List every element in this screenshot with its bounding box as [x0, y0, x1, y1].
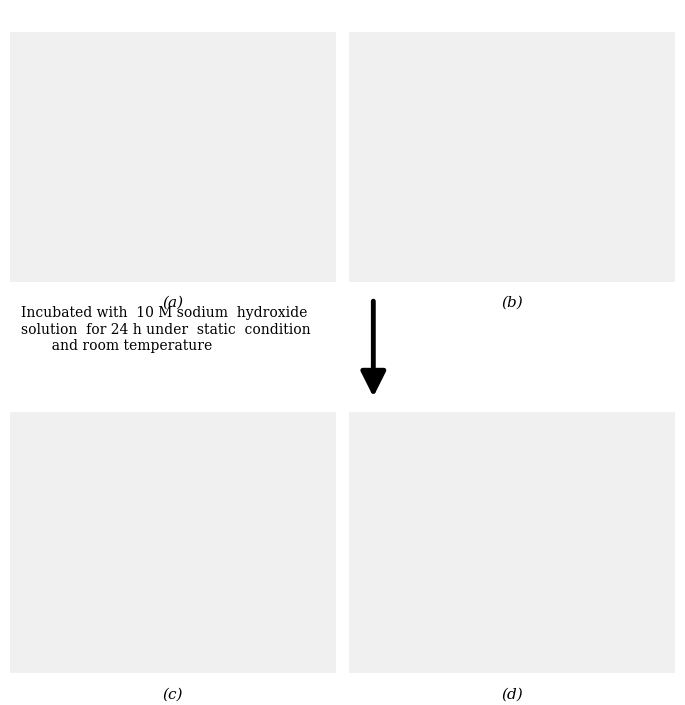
Text: (b): (b) [501, 296, 523, 309]
Text: (c): (c) [163, 687, 183, 701]
Text: (d): (d) [501, 687, 523, 701]
Text: (a): (a) [162, 296, 184, 309]
Text: Incubated with  10 M sodium  hydroxide
solution  for 24 h under  static  conditi: Incubated with 10 M sodium hydroxide sol… [21, 307, 310, 353]
